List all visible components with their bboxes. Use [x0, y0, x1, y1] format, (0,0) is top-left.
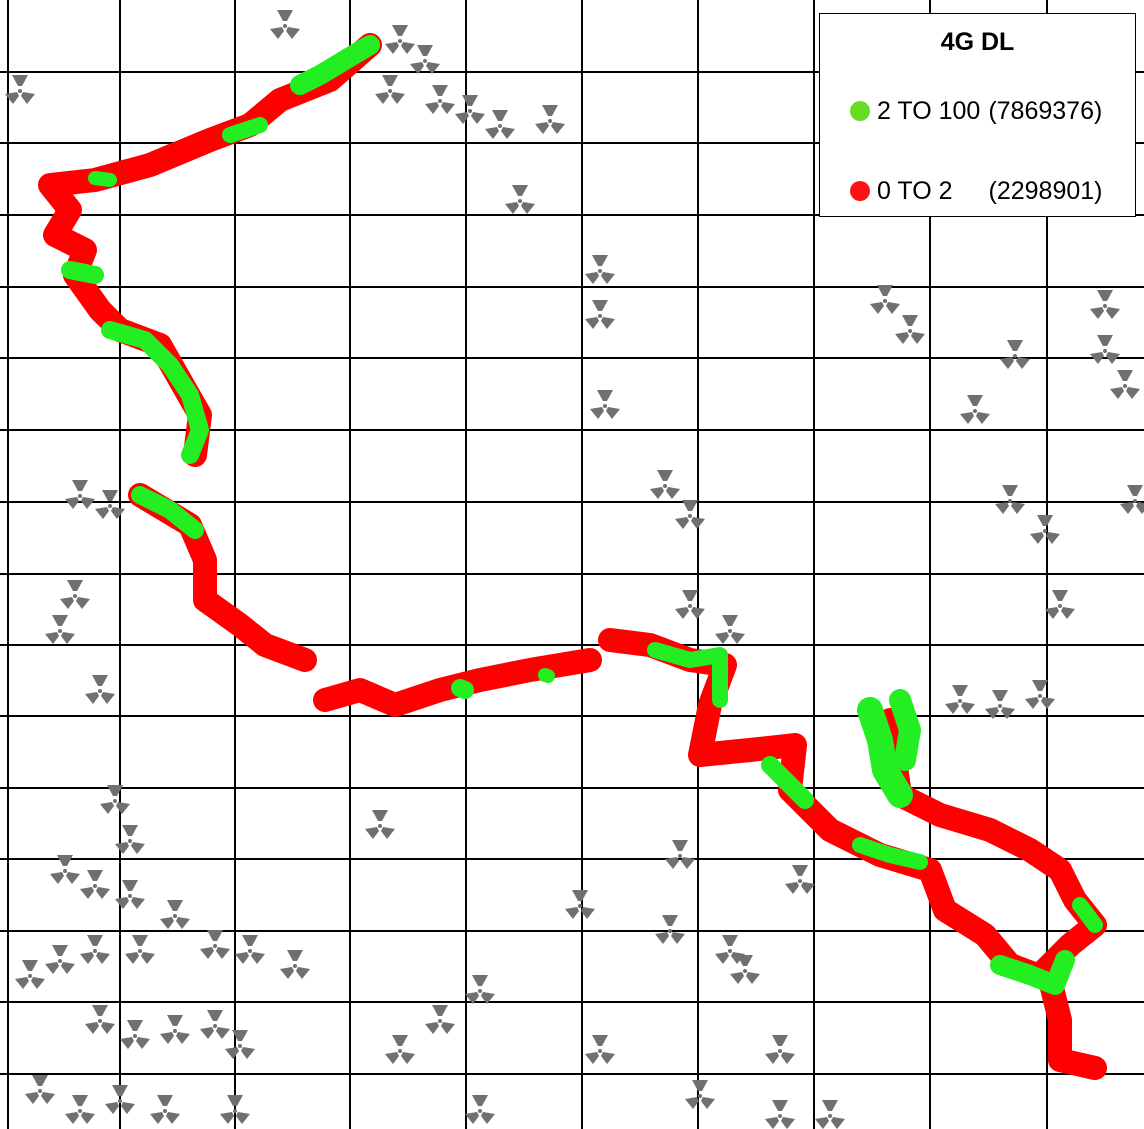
cell-site-icon — [60, 580, 90, 609]
cell-site-icon — [870, 285, 900, 314]
legend-item-range: 2 TO 100 — [877, 97, 981, 125]
cell-site-icon — [85, 675, 115, 704]
legend-title: 4G DL — [940, 28, 1015, 56]
drive-route-segment — [128, 483, 317, 672]
cell-site-icon — [895, 315, 925, 344]
drive-route-segment — [1072, 897, 1103, 933]
cell-site-icon — [80, 935, 110, 964]
drive-route-segment — [857, 697, 913, 808]
drive-route-segment — [88, 171, 117, 187]
cell-site-icon — [375, 75, 405, 104]
cell-site-icon — [455, 95, 485, 124]
cell-site-icon — [505, 185, 535, 214]
legend-item-count: (7869376) — [988, 97, 1103, 125]
map-legend: 4G DL 2 TO 100 (7869376) 0 TO 2 (2298901) — [819, 13, 1136, 217]
cell-site-icon — [425, 1005, 455, 1034]
cell-site-icon — [1120, 485, 1144, 514]
drive-route-layer — [38, 33, 1107, 1080]
cell-site-icon — [650, 470, 680, 499]
legend-item-range: 0 TO 2 — [877, 177, 953, 205]
drive-route-segment — [61, 261, 104, 284]
cell-site-icon — [985, 690, 1015, 719]
cell-site-icon — [385, 25, 415, 54]
cell-site-icon — [960, 395, 990, 424]
drive-route-segment — [647, 642, 728, 708]
cell-site-icon — [410, 45, 440, 74]
cell-site-icon — [120, 1020, 150, 1049]
drive-route-segment — [38, 33, 382, 467]
cell-site-icon — [15, 960, 45, 989]
cell-site-icon — [585, 1035, 615, 1064]
cell-site-icon — [785, 865, 815, 894]
drive-route-segment — [222, 117, 268, 143]
drive-route-segment — [101, 321, 209, 464]
cell-site-icon — [1110, 370, 1140, 399]
cell-site-icon — [535, 105, 565, 134]
cell-site-icon — [80, 870, 110, 899]
cell-site-icon — [65, 1095, 95, 1124]
cell-site-icon — [200, 930, 230, 959]
cell-site-icon — [5, 75, 35, 104]
cell-site-icon — [270, 10, 300, 39]
cell-site-icon — [160, 1015, 190, 1044]
cell-site-icon — [665, 840, 695, 869]
drive-route-segment — [889, 689, 921, 771]
cell-site-icon — [1090, 290, 1120, 319]
cell-site-icon — [200, 1010, 230, 1039]
cell-site-icon — [100, 785, 130, 814]
red-dot-icon — [850, 181, 870, 201]
cell-site-icon — [565, 890, 595, 919]
drive-route-segment — [761, 756, 814, 809]
cell-site-icon — [65, 480, 95, 509]
cell-site-icon — [465, 1095, 495, 1124]
cell-site-icon — [225, 1030, 255, 1059]
cell-site-icon — [585, 255, 615, 284]
cell-site-icon — [425, 85, 455, 114]
cell-site-icon — [655, 915, 685, 944]
cell-site-icon — [675, 500, 705, 529]
cell-site-icon — [235, 935, 265, 964]
cell-site-icon — [765, 1035, 795, 1064]
cell-site-icon — [485, 110, 515, 139]
drive-route-segment — [290, 35, 380, 95]
cell-site-icon — [125, 935, 155, 964]
cell-site-icon — [385, 1035, 415, 1064]
cell-site-icon — [45, 615, 75, 644]
cell-site-icon — [715, 615, 745, 644]
cell-site-icon — [995, 485, 1025, 514]
cell-site-icon — [150, 1095, 180, 1124]
cell-site-icon — [465, 975, 495, 1004]
cell-site-icon — [85, 1005, 115, 1034]
drive-route-segment — [451, 679, 474, 699]
cell-site-icon — [590, 390, 620, 419]
drive-route-segment — [852, 837, 928, 870]
cell-site-icon — [45, 945, 75, 974]
legend-item-poor: 0 TO 2 (2298901) — [850, 177, 1103, 206]
drive-route-segment — [131, 486, 204, 539]
cell-site-icon — [585, 300, 615, 329]
cell-site-icon — [685, 1080, 715, 1109]
cell-site-icon — [1025, 680, 1055, 709]
cell-site-icon — [1030, 515, 1060, 544]
cell-site-icon — [1045, 590, 1075, 619]
drive-route-segment — [990, 950, 1075, 995]
cell-site-icon — [815, 1100, 845, 1129]
legend-item-good: 2 TO 100 (7869376) — [850, 97, 1102, 126]
cell-site-icon — [1090, 335, 1120, 364]
drive-route-segment — [538, 668, 555, 683]
cell-site-icon — [945, 685, 975, 714]
cell-site-icon — [765, 1100, 795, 1129]
cell-site-icon — [675, 590, 705, 619]
drive-route-segment — [313, 648, 602, 717]
cell-site-icon — [25, 1075, 55, 1104]
cell-site-icon — [280, 950, 310, 979]
legend-item-count: (2298901) — [988, 177, 1103, 205]
cell-site-icon — [160, 900, 190, 929]
cell-site-icon — [365, 810, 395, 839]
green-dot-icon — [850, 101, 870, 121]
cell-site-icon — [1000, 340, 1030, 369]
